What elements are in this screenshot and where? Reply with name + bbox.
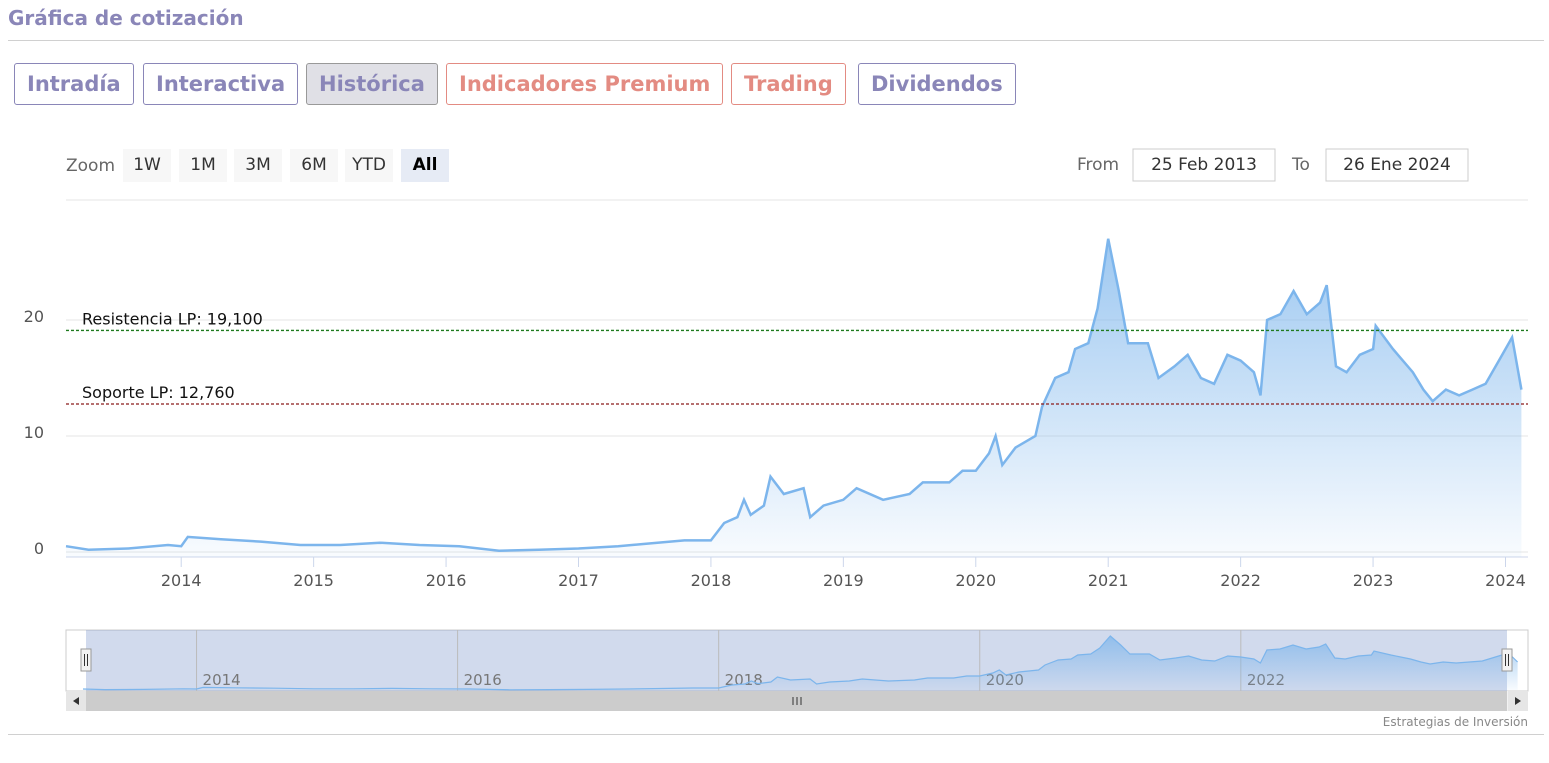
zoom-button-label: 6M (301, 155, 326, 175)
to-input[interactable] (1325, 148, 1469, 182)
arrow-left-icon (73, 697, 79, 705)
navigator-area (83, 636, 1518, 690)
chart: Estrategias de Inversión Zoom 1W 1M 3M 6M YTD… (24, 148, 1529, 729)
x-tick-label: 2018 (691, 571, 732, 590)
page-title: Gráfica de cotización (8, 6, 244, 30)
to-value: 26 Ene 2024 (1343, 155, 1451, 175)
x-tick-label: 2019 (823, 571, 864, 590)
credit: Estrategias de Inversión (1383, 715, 1528, 729)
x-tick-label: 2017 (558, 571, 599, 590)
tab[interactable]: Dividendos (858, 63, 1016, 105)
x-tick-label: 2016 (426, 571, 467, 590)
tab[interactable]: Intradía (14, 63, 134, 105)
zoom-button-label: 3M (245, 155, 270, 175)
scroll-grip-icon (792, 697, 802, 705)
to-label: To (1291, 155, 1310, 175)
zoom-label: Zoom (66, 156, 115, 176)
navigator-handle[interactable] (1501, 648, 1513, 672)
tab[interactable]: Indicadores Premium (446, 63, 724, 105)
x-tick-label: 2024 (1485, 571, 1526, 590)
handle-grip-icon (1505, 654, 1509, 666)
price-line (65, 238, 1523, 553)
zoom-button-label: 1M (190, 155, 215, 175)
from-label: From (1077, 155, 1119, 175)
reference-label: Soporte LP: 12,760 (82, 383, 235, 402)
navigator-tick-label: 2016 (464, 671, 502, 689)
zoom-button[interactable] (345, 149, 393, 182)
navigator-line (82, 635, 1519, 691)
zoom-button[interactable] (179, 149, 227, 182)
zoom-button-label: All (413, 155, 438, 175)
y-tick-label: 20 (24, 307, 44, 326)
y-tick-label: 10 (24, 423, 44, 442)
price-area (66, 238, 1522, 558)
tab[interactable]: Trading (731, 63, 846, 105)
divider (8, 734, 1544, 735)
zoom-button[interactable] (123, 149, 171, 182)
divider (8, 40, 1544, 41)
tab[interactable]: Interactiva (143, 63, 299, 105)
x-tick-label: 2022 (1220, 571, 1261, 590)
tab[interactable]: Histórica (306, 63, 438, 105)
y-tick-label: 0 (34, 539, 44, 558)
x-tick-label: 2014 (161, 571, 202, 590)
x-tick-label: 2021 (1088, 571, 1129, 590)
zoom-button[interactable] (401, 149, 449, 182)
handle-grip-icon (84, 654, 88, 666)
from-value: 25 Feb 2013 (1151, 155, 1257, 175)
reference-label: Resistencia LP: 19,100 (82, 309, 263, 328)
x-tick-label: 2015 (293, 571, 334, 590)
x-tick-label: 2020 (955, 571, 996, 590)
zoom-button-label: 1W (133, 155, 161, 175)
arrow-right-icon (1515, 697, 1521, 705)
zoom-button[interactable] (290, 149, 338, 182)
zoom-button[interactable] (234, 149, 282, 182)
navigator-tick-label: 2014 (203, 671, 241, 689)
from-input[interactable] (1132, 148, 1276, 182)
navigator-handle[interactable] (80, 648, 92, 672)
zoom-button-label: YTD (351, 155, 386, 175)
x-tick-label: 2023 (1353, 571, 1394, 590)
